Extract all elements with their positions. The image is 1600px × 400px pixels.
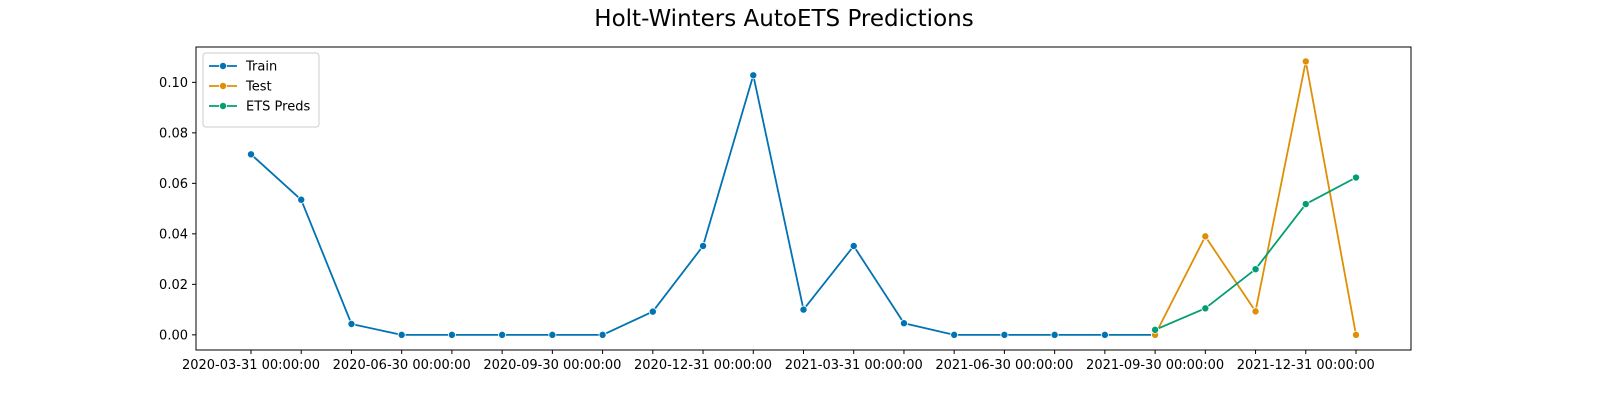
data-point — [1251, 307, 1260, 316]
data-point — [498, 330, 507, 339]
data-point — [1201, 232, 1210, 241]
data-point — [1251, 265, 1260, 274]
y-tick-label: 0.02 — [159, 278, 188, 293]
legend-label: ETS Preds — [246, 100, 310, 115]
data-point — [1050, 330, 1059, 339]
data-point — [1151, 325, 1160, 334]
y-axis: 0.00 0.02 0.04 0.06 0.08 0.10 — [159, 76, 196, 343]
x-tick-label: 2020-09-30 00:00:00 — [483, 358, 621, 373]
data-point — [598, 330, 607, 339]
legend-swatch-marker — [218, 62, 227, 71]
data-point — [1000, 330, 1009, 339]
y-tick-label: 0.08 — [159, 126, 188, 141]
legend-item: Test — [209, 80, 272, 95]
legend-swatch-marker — [218, 102, 227, 111]
series-layer — [246, 57, 1361, 339]
series-test — [1151, 57, 1361, 339]
data-point — [749, 71, 758, 80]
legend: Train Test ETS Preds — [202, 52, 320, 128]
data-point — [1352, 330, 1361, 339]
series-ets-preds — [1151, 173, 1361, 334]
y-tick-label: 0.04 — [159, 227, 188, 242]
data-point — [397, 330, 406, 339]
x-tick-label: 2021-09-30 00:00:00 — [1086, 358, 1224, 373]
legend-swatch-marker — [218, 82, 227, 91]
x-axis: 2020-03-31 00:00:00 2020-06-30 00:00:00 20… — [182, 350, 1375, 373]
data-point — [1301, 200, 1310, 209]
data-point — [297, 195, 306, 204]
data-point — [1301, 57, 1310, 66]
data-point — [347, 319, 356, 328]
x-tick-label: 2021-03-31 00:00:00 — [785, 358, 923, 373]
data-point — [1352, 173, 1361, 182]
series-train — [246, 71, 1160, 339]
legend-item: ETS Preds — [209, 100, 310, 115]
plot-frame — [195, 46, 1412, 351]
y-tick-label: 0.06 — [159, 177, 188, 192]
x-tick-label: 2020-03-31 00:00:00 — [182, 358, 320, 373]
data-point — [447, 330, 456, 339]
x-tick-label: 2020-12-31 00:00:00 — [634, 358, 772, 373]
y-tick-label: 0.00 — [159, 328, 188, 343]
data-point — [849, 241, 858, 250]
legend-item: Train — [209, 60, 277, 75]
data-point — [1201, 304, 1210, 313]
chart-title: Holt-Winters AutoETS Predictions — [594, 6, 973, 32]
y-tick-label: 0.10 — [159, 76, 188, 91]
series-line — [250, 74, 1156, 336]
legend-box — [202, 52, 320, 128]
data-point — [648, 307, 657, 316]
data-point — [246, 150, 255, 159]
data-point — [699, 241, 708, 250]
legend-label: Train — [245, 60, 277, 75]
series-line — [1154, 60, 1357, 336]
legend-label: Test — [245, 80, 272, 95]
data-point — [548, 330, 557, 339]
x-tick-label: 2020-06-30 00:00:00 — [333, 358, 471, 373]
data-point — [950, 330, 959, 339]
x-tick-label: 2021-06-30 00:00:00 — [935, 358, 1073, 373]
data-point — [799, 305, 808, 314]
x-tick-label: 2021-12-31 00:00:00 — [1237, 358, 1375, 373]
data-point — [1100, 330, 1109, 339]
data-point — [899, 319, 908, 328]
